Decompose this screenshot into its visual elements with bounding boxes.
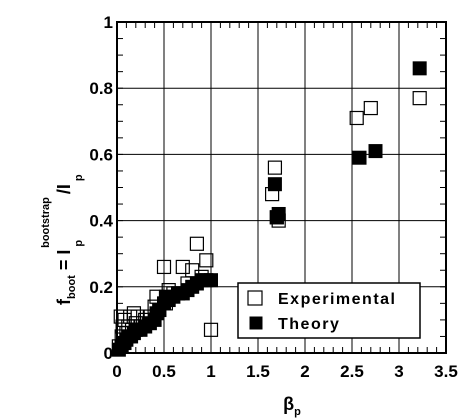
theory-point — [271, 206, 286, 221]
experimental-point — [175, 259, 190, 275]
legend-marker-experimental — [247, 290, 263, 306]
y-tick-label: 0.4 — [89, 212, 113, 231]
experimental-point — [349, 110, 364, 126]
legend-box — [237, 282, 421, 339]
legend-label-theory: Theory — [278, 316, 340, 333]
x-tick-label: 2 — [300, 362, 309, 381]
theory-point — [368, 144, 383, 159]
y-label-eq: = — [54, 255, 74, 276]
x-tick-label: 3 — [394, 362, 403, 381]
y-tick-label: 1 — [104, 13, 113, 32]
theory-point — [412, 61, 427, 76]
y-tick-labels: 0 0.2 0.4 0.6 0.8 1 — [89, 13, 113, 363]
x-axis-label: βp — [283, 394, 301, 418]
x-axis-label-sub: p — [294, 406, 301, 418]
y-label-i1-sup: bootstrap — [40, 197, 52, 248]
experimental-point — [203, 322, 219, 337]
x-tick-label: 3.5 — [434, 362, 458, 381]
y-label-i2-sub: p — [73, 174, 85, 181]
experimental-point — [267, 160, 283, 175]
theory-point — [267, 177, 282, 192]
x-tick-label: 0.5 — [152, 362, 176, 381]
experimental-point — [189, 236, 204, 251]
y-label-slash: / — [54, 189, 74, 194]
y-label-i1: I — [54, 250, 74, 255]
y-label-i2: I — [54, 184, 74, 189]
y-axis-label: fboot = Ipbootstrap/Ip — [40, 174, 85, 305]
y-tick-label: 0.6 — [89, 145, 113, 164]
legend: Experimental Theory — [237, 282, 421, 339]
legend-label-experimental: Experimental — [278, 291, 396, 308]
y-tick-label: 0 — [104, 344, 113, 363]
theory-point — [352, 150, 367, 165]
theory-point — [204, 273, 218, 288]
experimental-point — [412, 91, 427, 106]
data-points — [111, 61, 427, 357]
x-tick-label: 0 — [112, 362, 121, 381]
y-label-f: f — [54, 298, 74, 305]
y-tick-label: 0.2 — [89, 278, 113, 297]
experimental-point — [363, 100, 378, 116]
experimental-point — [156, 259, 172, 275]
experimental-point — [199, 253, 214, 268]
y-tick-label: 0.8 — [89, 79, 113, 98]
x-tick-label: 2.5 — [340, 362, 364, 381]
x-tick-label: 1 — [206, 362, 215, 381]
plot-frame — [116, 21, 447, 354]
y-label-f-sub: boot — [66, 275, 78, 299]
x-tick-label: 1.5 — [246, 362, 270, 381]
y-label-i1-sub: p — [73, 240, 85, 247]
x-axis-label-main: β — [283, 394, 294, 414]
x-tick-labels: 0 0.5 1 1.5 2 2.5 3 3.5 — [112, 362, 458, 381]
legend-marker-theory — [249, 316, 263, 330]
